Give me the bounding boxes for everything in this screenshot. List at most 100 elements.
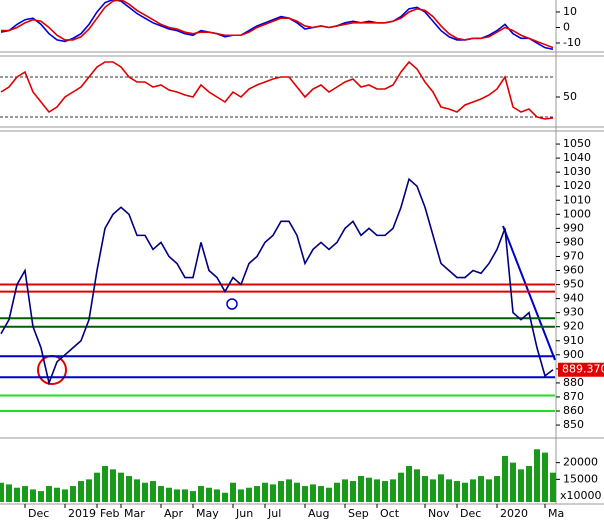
volume-bar (478, 476, 484, 502)
y-tick-label: 50 (563, 90, 577, 103)
series-line (1, 0, 554, 49)
volume-bar (334, 482, 340, 502)
x-tick-label: Jun (235, 507, 253, 520)
y-tick-label: 860 (563, 404, 584, 417)
volume-bar (46, 486, 52, 502)
y-tick-label: 850 (563, 418, 584, 431)
volume-bar (198, 486, 204, 502)
y-tick-label: 1020 (563, 179, 591, 192)
y-tick-label: 10 (563, 5, 577, 18)
y-tick-label: 980 (563, 235, 584, 248)
volume-bar (142, 482, 148, 502)
volume-bar (6, 484, 12, 502)
volume-bar (374, 479, 380, 502)
volume-bar (462, 482, 468, 502)
y-tick-label: 940 (563, 292, 584, 305)
volume-bar (526, 465, 532, 502)
volume-bar (166, 487, 172, 502)
volume-bar (54, 487, 60, 502)
volume-bar (246, 487, 252, 502)
y-tick-label: 870 (563, 390, 584, 403)
volume-bar (238, 489, 244, 502)
volume-bar (214, 489, 220, 502)
x-tick-label: Feb (100, 507, 119, 520)
volume-bar (294, 482, 300, 502)
volume-bar (470, 479, 476, 502)
y-tick-label: 15000 (563, 472, 598, 485)
volume-bar (86, 479, 92, 502)
panel-borders (0, 0, 604, 505)
y-tick-label: 0 (563, 20, 570, 33)
volume-bar (102, 465, 108, 502)
volume-bar (366, 477, 372, 502)
volume-bar (534, 449, 540, 502)
volume-bar (406, 465, 412, 502)
y-tick-label: 1000 (563, 207, 591, 220)
volume-bar (110, 469, 116, 502)
volume-bar (358, 476, 364, 502)
volume-bar (30, 489, 36, 502)
volume-bar (158, 486, 164, 502)
volume-bar (190, 491, 196, 502)
volume-bar (174, 489, 180, 502)
volume-bar (206, 487, 212, 502)
volume-bar (518, 469, 524, 502)
trend-line (502, 225, 556, 361)
volume-bar (270, 484, 276, 502)
y-tick-label: 950 (563, 278, 584, 291)
volume-bar (22, 486, 28, 502)
volume-bar (310, 484, 316, 502)
y-tick-label: 1040 (563, 151, 591, 164)
volume-bar (414, 469, 420, 502)
x-tick-label: 2019 (68, 507, 96, 520)
volume-bar (126, 476, 132, 502)
y-tick-label: 900 (563, 348, 584, 361)
last-price-box (558, 362, 604, 377)
volume-bar (78, 481, 84, 502)
volume-bar (38, 491, 44, 502)
annotation-circle (226, 298, 238, 310)
x-tick-label: Apr (164, 507, 184, 520)
y-tick-label: 930 (563, 306, 584, 319)
volume-bar (390, 479, 396, 502)
volume-bar (302, 486, 308, 502)
y-tick-label: 990 (563, 221, 584, 234)
volume-bar (230, 482, 236, 502)
y-tick-label: 910 (563, 334, 584, 347)
x-tick-label: Jul (267, 507, 281, 520)
volume-bar (62, 489, 68, 502)
unit-label: x10000 (560, 489, 602, 502)
x-tick-label: Sep (348, 507, 369, 520)
y-tick-label: 1050 (563, 137, 591, 150)
x-tick-label: Mar (124, 507, 145, 520)
volume-bar (94, 472, 100, 502)
x-tick-label: May (196, 507, 219, 520)
last-price-label: 889.370 (562, 363, 604, 376)
volume-bar (70, 486, 76, 502)
volume-bar (542, 452, 548, 502)
volume-bar (286, 479, 292, 502)
x-tick-label: Ma (548, 507, 564, 520)
volume-bar (382, 481, 388, 502)
volume-bar (254, 486, 260, 502)
x-tick-label: Nov (428, 507, 450, 520)
y-tick-label: 880 (563, 376, 584, 389)
y-tick-label: 920 (563, 320, 584, 333)
volume-bar (350, 481, 356, 502)
y-tick-label: 1010 (563, 193, 591, 206)
volume-bar (438, 474, 444, 502)
volume-bar (550, 472, 556, 502)
volume-bar (422, 476, 428, 502)
volume-bar (510, 462, 516, 502)
volume-bar (494, 476, 500, 502)
y-tick-label: 20000 (563, 456, 598, 469)
x-tick-label: Oct (380, 507, 400, 520)
x-tick-label: Dec (460, 507, 481, 520)
volume-bar (150, 481, 156, 502)
volume-bar (446, 479, 452, 502)
volume-bar (134, 479, 140, 502)
volume-bar (222, 492, 228, 502)
y-tick-label: 970 (563, 249, 584, 262)
